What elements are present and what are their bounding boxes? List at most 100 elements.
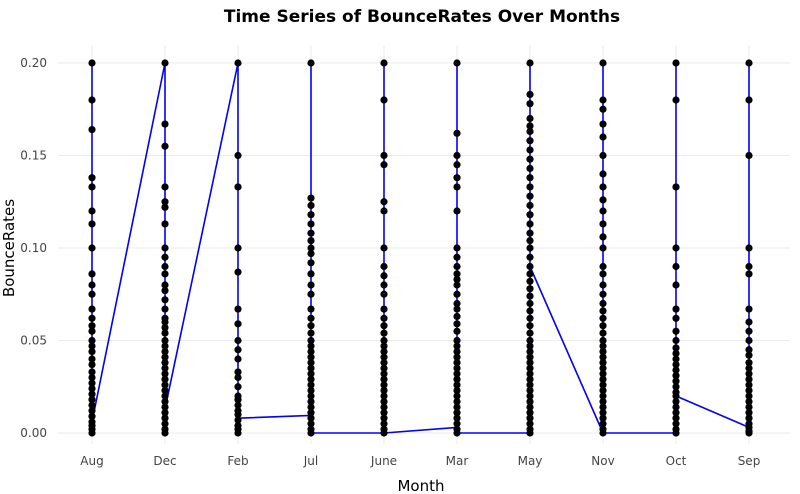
data-point	[380, 429, 388, 437]
data-point	[234, 183, 242, 191]
data-point	[88, 385, 96, 393]
data-point	[526, 370, 534, 378]
data-point	[453, 183, 461, 191]
data-point	[599, 392, 607, 400]
data-point	[307, 211, 315, 219]
data-point	[307, 270, 315, 278]
data-point	[161, 342, 169, 350]
data-point	[672, 383, 680, 391]
x-tick-label: Mar	[446, 454, 469, 468]
data-point	[453, 370, 461, 378]
data-point	[161, 392, 169, 400]
data-point	[745, 392, 753, 400]
data-point	[745, 370, 753, 378]
data-point	[234, 268, 242, 276]
data-point	[526, 262, 534, 271]
data-point	[526, 292, 534, 300]
data-point	[672, 336, 680, 345]
y-tick-label: 0.10	[20, 241, 47, 255]
data-point	[380, 397, 388, 406]
data-point	[599, 336, 607, 345]
data-point	[234, 416, 242, 424]
data-point	[380, 375, 388, 383]
data-point	[599, 96, 607, 104]
data-point	[672, 262, 680, 271]
data-point	[526, 307, 534, 315]
data-point	[672, 59, 680, 67]
data-point	[745, 59, 753, 67]
data-point	[453, 275, 461, 284]
data-point	[599, 105, 607, 113]
data-point	[672, 305, 680, 313]
data-point	[380, 420, 388, 428]
data-point	[453, 336, 461, 345]
data-point	[453, 342, 461, 350]
data-point	[88, 336, 96, 345]
data-point	[453, 414, 461, 422]
data-point	[599, 170, 607, 178]
data-point	[453, 161, 461, 169]
data-point	[307, 353, 315, 361]
data-point	[88, 379, 96, 387]
data-point	[307, 290, 315, 298]
data-point	[745, 346, 753, 354]
data-point	[161, 305, 169, 313]
data-point	[380, 381, 388, 389]
data-point	[161, 329, 169, 337]
y-tick-label: 0.20	[20, 56, 47, 70]
data-point	[672, 327, 680, 335]
data-point	[672, 344, 680, 352]
data-point	[599, 375, 607, 383]
data-point	[672, 403, 680, 411]
data-point	[745, 351, 753, 359]
data-point	[88, 314, 96, 322]
data-point	[234, 244, 242, 252]
data-point	[161, 220, 169, 228]
data-point	[599, 314, 607, 322]
data-point	[745, 364, 753, 372]
data-point	[380, 198, 388, 206]
data-point	[453, 353, 461, 361]
data-point	[307, 381, 315, 389]
data-point	[453, 359, 461, 367]
data-point	[599, 342, 607, 350]
data-point	[453, 59, 461, 67]
data-point	[380, 314, 388, 322]
data-point	[599, 322, 607, 330]
x-axis-title: Month	[397, 477, 444, 494]
data-point	[88, 373, 96, 382]
data-point	[745, 262, 753, 271]
x-tick-label: May	[518, 454, 543, 468]
data-point	[307, 336, 315, 345]
data-point	[380, 244, 388, 252]
data-point	[599, 397, 607, 406]
data-point	[526, 403, 534, 411]
data-point	[380, 262, 388, 271]
data-point	[234, 373, 242, 382]
data-point	[526, 253, 534, 261]
data-point	[453, 151, 461, 160]
data-point	[453, 290, 461, 298]
data-point	[307, 194, 315, 202]
data-point	[88, 96, 96, 104]
y-tick-label: 0.05	[20, 334, 47, 348]
data-point	[453, 403, 461, 411]
data-point	[307, 314, 315, 322]
data-point	[88, 412, 96, 420]
data-point	[380, 336, 388, 345]
data-point	[745, 359, 753, 367]
data-point	[526, 201, 534, 210]
data-point	[307, 397, 315, 406]
data-point	[526, 237, 534, 245]
data-point	[161, 262, 169, 271]
data-point	[88, 207, 96, 215]
data-point	[380, 414, 388, 422]
data-point	[380, 96, 388, 104]
x-tick-label: Dec	[153, 454, 176, 468]
data-point	[526, 314, 534, 322]
data-point	[234, 429, 242, 437]
data-point	[745, 244, 753, 252]
x-tick-labels: Aug Dec Feb Jul June Mar May Nov Oct Sep	[80, 454, 760, 468]
data-point	[380, 403, 388, 411]
data-point	[380, 290, 388, 298]
